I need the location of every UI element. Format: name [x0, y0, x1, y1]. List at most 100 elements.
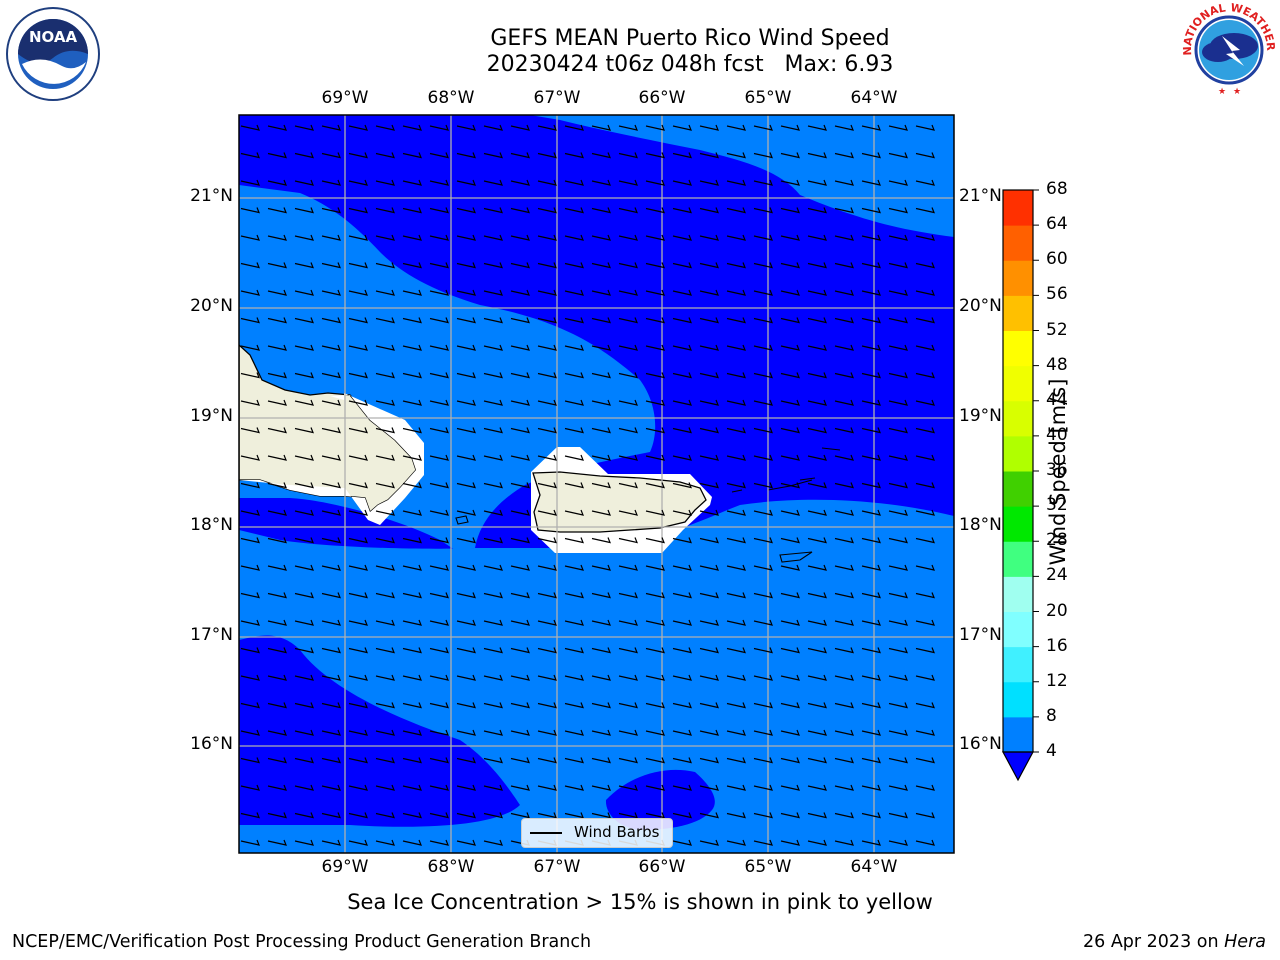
wind-barb — [807, 427, 827, 434]
wind-barb — [645, 702, 665, 709]
wind-barb — [537, 372, 557, 379]
wind-barb — [726, 757, 746, 764]
wind-barb — [861, 564, 881, 571]
wind-barb — [618, 729, 638, 736]
wind-barb — [537, 729, 557, 736]
wind-barb — [348, 317, 368, 324]
wind-barb — [591, 289, 611, 296]
wind-barb — [510, 372, 530, 379]
wind-barb — [456, 509, 476, 516]
wind-barb — [834, 564, 854, 571]
wind-barb — [591, 564, 611, 571]
wind-barb — [294, 537, 314, 544]
wind-barb — [240, 812, 260, 819]
wind-barb — [294, 454, 314, 461]
wind-barb — [888, 619, 908, 626]
wind-barb — [348, 537, 368, 544]
wind-barb — [456, 619, 476, 626]
wind-barb — [861, 592, 881, 599]
wind-barb — [402, 784, 422, 791]
wind-barb — [267, 207, 287, 214]
wind-barb — [240, 674, 260, 681]
noaa-logo-text: NOAA — [29, 28, 78, 46]
wind-barb — [348, 647, 368, 654]
wind-barb — [537, 399, 557, 406]
wind-barb — [240, 454, 260, 461]
wind-barb — [888, 564, 908, 571]
wind-barb — [807, 454, 827, 461]
wind-barb — [591, 537, 611, 544]
lat-tick-left: 19°N — [190, 406, 233, 426]
wind-barb — [699, 757, 719, 764]
wind-barb — [483, 152, 503, 159]
wind-barb — [672, 344, 692, 351]
wind-barb — [483, 619, 503, 626]
wind-barb — [348, 234, 368, 241]
wind-barb — [753, 482, 773, 489]
wind-barb — [483, 592, 503, 599]
colorbar-tick-label: 16 — [1046, 635, 1068, 656]
wind-barb — [348, 399, 368, 406]
wind-barb — [537, 289, 557, 296]
colorbar-tick-label: 48 — [1046, 354, 1068, 375]
wind-barb — [807, 729, 827, 736]
wind-barb-legend-swatch — [530, 832, 562, 834]
wind-barb — [780, 234, 800, 241]
wind-barb — [753, 812, 773, 819]
wind-barb — [537, 784, 557, 791]
wind-barb — [510, 674, 530, 681]
wind-barb — [780, 454, 800, 461]
lon-tick-top: 65°W — [744, 88, 792, 108]
wind-barb — [672, 674, 692, 681]
wind-barb — [726, 179, 746, 186]
wind-barb — [888, 262, 908, 269]
wind-barb — [726, 427, 746, 434]
wind-barb — [321, 702, 341, 709]
wind-barb — [753, 289, 773, 296]
wind-barb — [834, 482, 854, 489]
wind-barb — [672, 317, 692, 324]
title-line-2: 20230424 t06z 048h fcst Max: 6.93 — [486, 52, 894, 77]
wind-barb — [348, 702, 368, 709]
wind-barb — [429, 647, 449, 654]
wind-barb — [915, 152, 935, 159]
wind-barb — [888, 124, 908, 131]
wind-barb — [807, 399, 827, 406]
wind-barb — [402, 674, 422, 681]
wind-barb — [699, 482, 719, 489]
wind-barb — [888, 784, 908, 791]
wind-barb — [645, 784, 665, 791]
wind-barb — [726, 207, 746, 214]
wind-barb — [348, 509, 368, 516]
wind-barb — [861, 674, 881, 681]
wind-barb — [780, 619, 800, 626]
wind-barb — [537, 619, 557, 626]
wind-barb — [267, 262, 287, 269]
wind-barb — [645, 647, 665, 654]
wind-barb — [753, 537, 773, 544]
wind-barb — [240, 619, 260, 626]
wind-barb — [672, 372, 692, 379]
wind-barb — [267, 729, 287, 736]
wind-barb — [618, 592, 638, 599]
wind-barb — [618, 399, 638, 406]
wind-barb — [726, 674, 746, 681]
wind-barb — [456, 454, 476, 461]
lat-tick-right: 20°N — [959, 296, 1002, 316]
wind-barb — [834, 647, 854, 654]
wind-barb — [429, 317, 449, 324]
wind-barb — [618, 784, 638, 791]
wind-barb — [564, 592, 584, 599]
wind-barb — [753, 344, 773, 351]
wind-barb — [672, 207, 692, 214]
wind-barb — [807, 207, 827, 214]
wind-barb — [402, 592, 422, 599]
lat-tick-right: 16°N — [959, 734, 1002, 754]
wind-barb — [915, 317, 935, 324]
wind-barb — [375, 647, 395, 654]
wind-barb — [510, 399, 530, 406]
wind-barb — [726, 152, 746, 159]
wind-barb — [780, 317, 800, 324]
wind-barb — [726, 537, 746, 544]
wind-barb — [861, 427, 881, 434]
